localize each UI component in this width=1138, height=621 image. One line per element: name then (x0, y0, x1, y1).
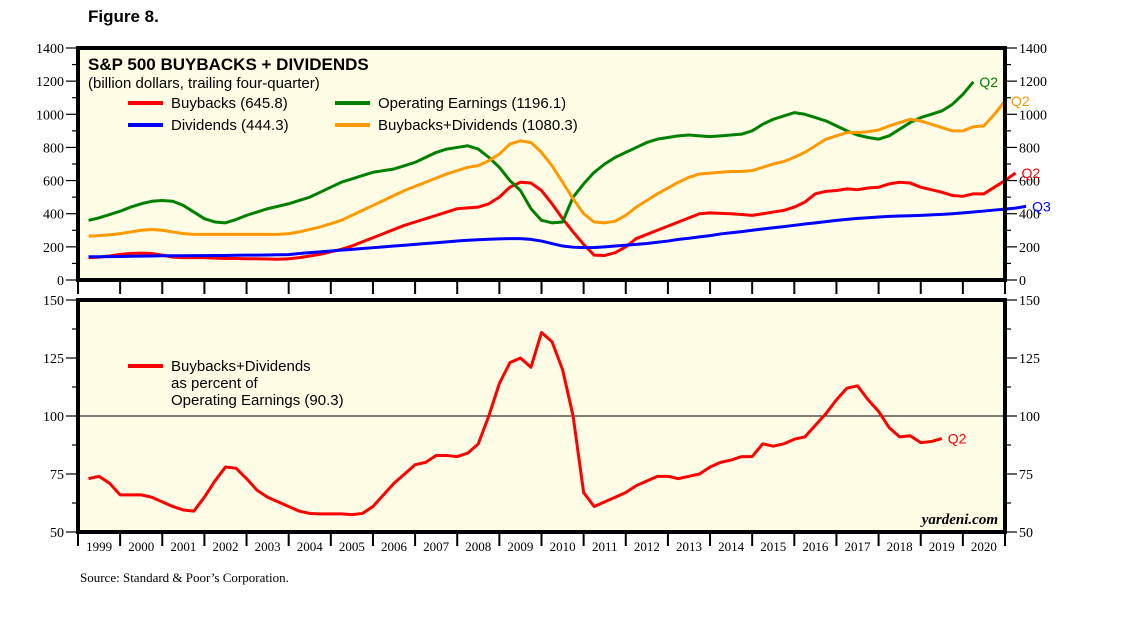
series-end-label: Q2 (948, 431, 967, 447)
x-tick-label: 2020 (971, 539, 997, 554)
figure-label: Figure 8. (88, 7, 159, 26)
x-tick-label: 2014 (718, 539, 745, 554)
series-line-buybacks (88, 171, 1017, 261)
series-end-label: Q2 (1022, 165, 1041, 181)
y-tick-label: 125 (43, 352, 64, 367)
legend-label: Buybacks (645.8) (171, 95, 288, 112)
y-tick-label: 125 (1019, 352, 1040, 367)
y-tick-label: 1000 (36, 108, 64, 123)
x-tick-label: 2004 (297, 539, 324, 554)
y-tick-label: 600 (1019, 175, 1040, 190)
x-tick-label: 2005 (339, 539, 365, 554)
y-tick-label: 75 (1019, 468, 1033, 483)
top-legend: Buybacks (645.8) Dividends (444.3) Operati… (128, 95, 578, 134)
x-tick-label: 2002 (212, 539, 238, 554)
top-chart: 0 200 400 600 800 1000 1200 1400 0 200 400 600 800 1… (36, 42, 1051, 294)
legend-label: Buybacks+Dividends (171, 358, 311, 375)
x-tick-label: 2006 (381, 539, 408, 554)
x-tick-label: 2018 (887, 539, 913, 554)
top-left-y-axis: 0 200 400 600 800 1000 1200 1400 (36, 42, 78, 289)
top-plot-border (76, 46, 1007, 282)
bottom-right-y-axis: 50 75 100 125 150 (1005, 294, 1040, 541)
bottom-chart: 50 75 100 125 150 50 75 100 125 150 Q2 Buybacks+… (43, 294, 1040, 554)
x-tick-label: 2010 (550, 539, 576, 554)
x-tick-label: 2016 (802, 539, 829, 554)
series-line-dividends (88, 204, 1027, 259)
legend-label: Dividends (444.3) (171, 117, 289, 134)
y-tick-label: 50 (1019, 526, 1033, 541)
series-line-operating-earnings (88, 80, 975, 225)
y-tick-label: 150 (43, 294, 64, 309)
top-chart-subtitle: (billion dollars, trailing four-quarter) (88, 75, 320, 92)
y-tick-label: 150 (1019, 294, 1040, 309)
top-right-y-axis: 0 200 400 600 800 1000 1200 1400 (1005, 42, 1047, 289)
x-tick-label: 2001 (170, 539, 196, 554)
x-tick-label: 2011 (592, 539, 618, 554)
y-tick-label: 75 (50, 468, 64, 483)
y-tick-label: 1200 (1019, 75, 1047, 90)
y-tick-label: 600 (43, 175, 64, 190)
y-tick-label: 400 (1019, 208, 1040, 223)
y-tick-label: 1200 (36, 75, 64, 90)
y-tick-label: 400 (43, 208, 64, 223)
x-tick-label: 2019 (929, 539, 955, 554)
x-tick-label: 1999 (86, 539, 112, 554)
bottom-series: Q2 (88, 330, 967, 517)
x-tick-label: 2000 (128, 539, 154, 554)
y-tick-label: 100 (43, 410, 64, 425)
series-end-label: Q3 (1032, 198, 1051, 214)
x-tick-label: 2007 (423, 539, 450, 554)
legend-label: Operating Earnings (90.3) (171, 392, 344, 409)
y-tick-label: 1400 (1019, 42, 1047, 57)
series-end-label: Q2 (1011, 93, 1030, 109)
series-end-label: Q2 (979, 74, 998, 90)
legend-label: as percent of (171, 375, 259, 392)
y-tick-label: 0 (57, 274, 64, 289)
x-tick-label: 2013 (676, 539, 702, 554)
top-chart-title: S&P 500 BUYBACKS + DIVIDENDS (88, 55, 369, 74)
x-tick-label: 2009 (507, 539, 533, 554)
top-series: Q2 Q3 Q2 Q2 (88, 74, 1051, 261)
top-x-ticks (77, 280, 1006, 294)
legend-label: Buybacks+Dividends (1080.3) (378, 117, 578, 134)
bottom-left-y-axis: 50 75 100 125 150 (43, 294, 78, 541)
x-tick-label: 2015 (760, 539, 786, 554)
x-tick-label: 2003 (255, 539, 281, 554)
y-tick-label: 1000 (1019, 108, 1047, 123)
y-tick-label: 200 (1019, 241, 1040, 256)
y-tick-label: 100 (1019, 410, 1040, 425)
x-tick-label: 2008 (465, 539, 491, 554)
x-tick-label: 2012 (634, 539, 660, 554)
y-tick-label: 50 (50, 526, 64, 541)
legend-label: Operating Earnings (1196.1) (378, 95, 566, 112)
series-line-buybacks-dividends-as-percent-of-operating-earnings (88, 330, 943, 517)
y-tick-label: 0 (1019, 274, 1026, 289)
watermark: yardeni.com (920, 512, 998, 528)
x-axis-ticks (77, 532, 1006, 546)
series-line-buybacks-dividends (88, 100, 1007, 238)
x-tick-label: 2017 (845, 539, 872, 554)
x-axis-year-labels: 1999 2000 2001 2002 2003 2004 2005 2006 2007 2008… (86, 539, 997, 554)
y-tick-label: 800 (43, 141, 64, 156)
source-note: Source: Standard & Poor’s Corporation. (80, 570, 289, 585)
y-tick-label: 1400 (36, 42, 64, 57)
y-tick-label: 800 (1019, 141, 1040, 156)
y-tick-label: 200 (43, 241, 64, 256)
